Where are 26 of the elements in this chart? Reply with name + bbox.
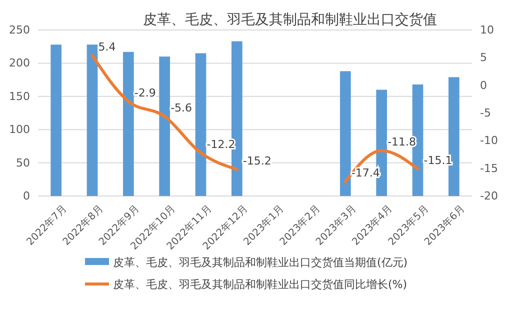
bar: [159, 56, 170, 196]
y2-tick-label: 0: [480, 78, 487, 92]
data-label: 5.4: [98, 40, 116, 54]
y2-tick-label: 5: [480, 51, 487, 64]
bar: [340, 71, 351, 196]
y2-tick-label: -5: [480, 106, 491, 120]
y2-tick-label: -20: [480, 190, 498, 203]
y2-tick-label: -10: [480, 134, 498, 148]
bar: [122, 52, 134, 196]
y2-tick-label: -15: [480, 162, 498, 175]
y-tick-label: 0: [23, 190, 30, 203]
bar: [86, 44, 98, 196]
y2-tick-label: 10: [480, 24, 494, 37]
legend-label: 皮革、毛皮、羽毛及其制品和制鞋业出口交货值同比增长(%): [113, 278, 408, 291]
legend-label: 皮革、毛皮、羽毛及其制品和制鞋业出口交货值当期值(亿元): [113, 256, 408, 269]
data-label: -5.6: [170, 101, 192, 114]
data-label: -15.2: [242, 154, 272, 168]
y-tick-label: 200: [9, 56, 30, 70]
y-tick-label: 100: [9, 123, 30, 136]
data-label: -2.9: [134, 86, 156, 100]
y-tick-label: 250: [9, 24, 30, 37]
chart-title: 皮革、毛皮、羽毛及其制品和制鞋业出口交货值: [143, 12, 437, 28]
y-tick-label: 50: [16, 156, 30, 170]
y-tick-label: 150: [9, 90, 30, 103]
bar: [50, 44, 62, 196]
bar: [195, 53, 206, 196]
